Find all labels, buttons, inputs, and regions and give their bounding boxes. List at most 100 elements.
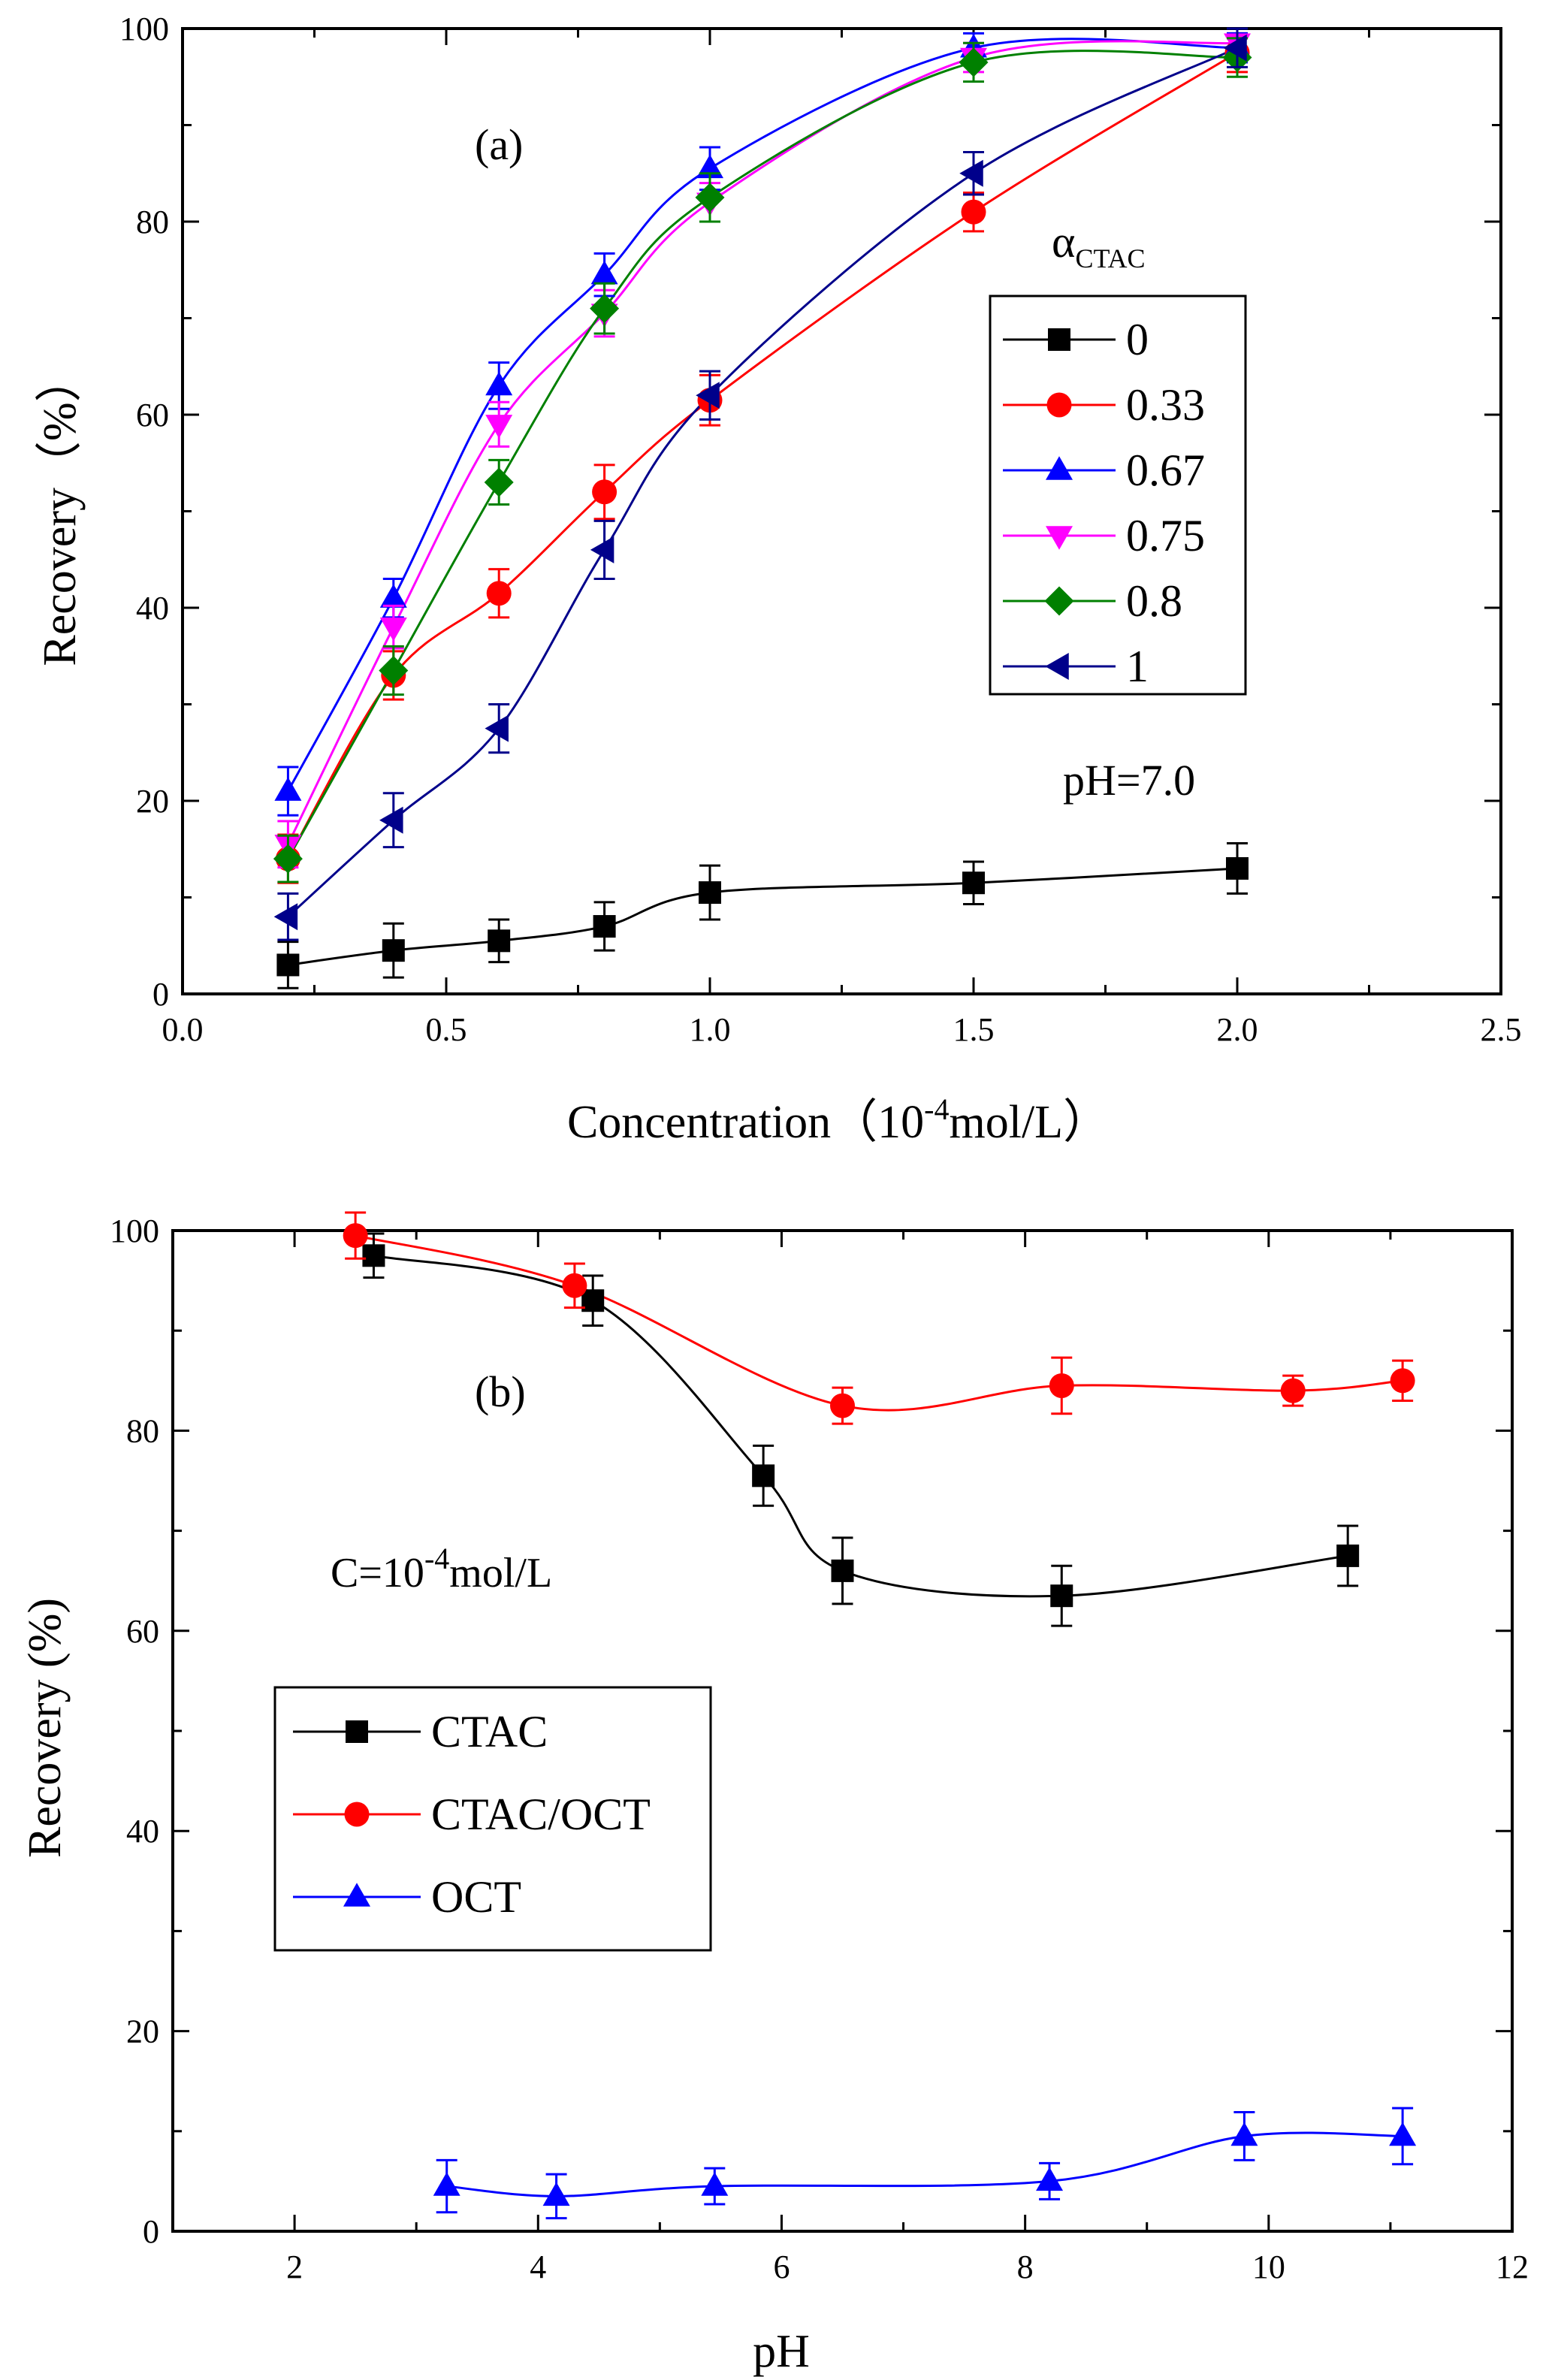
legend-label-CTAC/OCT: CTAC/OCT xyxy=(431,1790,651,1839)
legend-marker-CTAC xyxy=(346,1720,368,1743)
x-tick-label: 0.0 xyxy=(162,1011,204,1048)
data-point-0 xyxy=(962,871,985,895)
data-point-CTAC xyxy=(1336,1544,1360,1567)
panel-a-ticks: 0.0 0.5 1.0 1.5 2.0 2.5 0 20 40 60 80 100 xyxy=(119,11,1522,1048)
panel-a-ylabel: Recovery（%） xyxy=(35,355,86,666)
data-point-CTAC/OCT xyxy=(1280,1378,1306,1403)
x-tick-label: 12 xyxy=(1496,2249,1529,2285)
data-point-1 xyxy=(273,903,298,931)
x-tick-label: 1.0 xyxy=(690,1011,731,1048)
data-point-1 xyxy=(1223,34,1247,62)
data-point-CTAC/OCT xyxy=(562,1273,587,1298)
data-point-0.67 xyxy=(590,260,618,285)
data-point-CTAC xyxy=(362,1244,385,1267)
panel-b-legend: CTAC CTAC/OCT OCT xyxy=(273,1686,712,1952)
panel-b-legend-box xyxy=(273,1686,712,1952)
series-line-0.67 xyxy=(287,38,1238,792)
data-point-CTAC xyxy=(1050,1584,1073,1608)
x-tick-label: 2.0 xyxy=(1217,1011,1258,1048)
x-tick-label: 10 xyxy=(1252,2249,1285,2285)
data-point-0.67 xyxy=(379,584,407,608)
legend-label-0: 0 xyxy=(1126,315,1149,364)
legend-marker-0.67 xyxy=(1046,456,1073,480)
x-tick-label: 2.5 xyxy=(1481,1011,1522,1048)
panel-a-marks xyxy=(273,27,1252,989)
y-tick-label: 0 xyxy=(143,2213,159,2250)
data-point-0 xyxy=(699,881,721,905)
panel-a-annotation: pH=7.0 xyxy=(1063,756,1195,805)
series-line-0.33 xyxy=(287,51,1238,859)
data-point-CTAC xyxy=(752,1464,775,1488)
series-line-OCT xyxy=(446,2131,1403,2197)
legend-label-0.8: 0.8 xyxy=(1126,576,1182,626)
legend-marker-1 xyxy=(1045,653,1069,680)
panel-b-label: (b) xyxy=(475,1367,526,1416)
legend-marker-0.8 xyxy=(1044,586,1074,616)
data-point-0 xyxy=(276,953,300,977)
data-point-0.8 xyxy=(484,467,514,497)
y-tick-label: 40 xyxy=(126,1813,159,1850)
y-tick-label: 60 xyxy=(126,1613,159,1650)
y-tick-label: 40 xyxy=(136,590,169,627)
panel-b-ticks: 2 4 6 8 10 12 0 20 40 60 80 100 xyxy=(110,1213,1529,2285)
data-point-OCT xyxy=(542,2182,570,2206)
x-tick-label: 2 xyxy=(286,2249,303,2285)
legend-label-0.67: 0.67 xyxy=(1126,445,1205,495)
data-point-1 xyxy=(959,159,983,187)
legend-marker-OCT xyxy=(343,1883,370,1907)
y-tick-label: 80 xyxy=(126,1412,159,1449)
data-point-0.8 xyxy=(590,294,620,324)
legend-marker-CTAC/OCT xyxy=(344,1802,370,1827)
data-point-0.8 xyxy=(273,844,303,874)
y-tick-label: 20 xyxy=(126,2013,159,2050)
panel-a-legend-box xyxy=(989,294,1247,696)
data-point-CTAC/OCT xyxy=(830,1393,855,1418)
panel-a-legend-title: αCTAC xyxy=(1052,217,1146,273)
x-tick-label: 1.5 xyxy=(953,1011,995,1048)
data-point-1 xyxy=(485,714,509,742)
series-line-0 xyxy=(288,867,1238,966)
data-point-CTAC/OCT xyxy=(1049,1373,1074,1398)
x-tick-label: 4 xyxy=(530,2249,546,2285)
y-tick-label: 100 xyxy=(119,11,169,47)
data-point-OCT xyxy=(1389,2122,1417,2146)
x-tick-label: 0.5 xyxy=(426,1011,467,1048)
panel-a-chart: 0.0 0.5 1.0 1.5 2.0 2.5 0 20 40 60 80 100 (a) Recov… xyxy=(35,11,1522,1148)
data-point-CTAC xyxy=(581,1289,605,1312)
series-line-0.8 xyxy=(287,50,1238,859)
panel-a-xlabel: Concentration（10-4mol/L） xyxy=(567,1092,1110,1148)
panel-a-plot-frame xyxy=(181,27,1502,995)
data-point-0.67 xyxy=(274,777,302,801)
data-point-OCT xyxy=(1036,2167,1064,2191)
data-point-1 xyxy=(590,536,614,563)
legend-marker-0.75 xyxy=(1046,526,1073,550)
y-tick-label: 100 xyxy=(110,1213,159,1249)
data-point-0.67 xyxy=(485,371,513,396)
y-tick-label: 60 xyxy=(136,397,169,433)
legend-label-0.75: 0.75 xyxy=(1126,511,1205,560)
panel-b-annotation: C=10-4mol/L xyxy=(331,1542,552,1596)
data-point-0.33 xyxy=(592,479,617,505)
x-tick-label: 6 xyxy=(773,2249,790,2285)
data-point-0.75 xyxy=(379,617,407,642)
series-line-CTAC xyxy=(373,1254,1348,1598)
panel-a-label: (a) xyxy=(475,120,523,169)
panel-b-chart: 2 4 6 8 10 12 0 20 40 60 80 100 (b) C=10-4mol/L Rec… xyxy=(20,1211,1529,2377)
legend-label-0.33: 0.33 xyxy=(1126,380,1205,430)
panel-a-legend: 0 0.33 0.67 0.75 0.8 1 xyxy=(989,294,1247,696)
series-line-0.75 xyxy=(287,40,1238,845)
data-point-CTAC/OCT xyxy=(1390,1368,1415,1394)
data-point-0 xyxy=(1226,856,1249,880)
panel-a-curves xyxy=(287,38,1238,966)
series-line-1 xyxy=(287,47,1238,918)
data-point-0.33 xyxy=(961,199,986,225)
data-point-0 xyxy=(488,929,511,953)
panel-b-ylabel: Recovery (%) xyxy=(20,1598,71,1858)
y-tick-label: 80 xyxy=(136,204,169,240)
legend-marker-0 xyxy=(1048,328,1070,351)
data-point-0 xyxy=(382,939,405,962)
legend-label-OCT: OCT xyxy=(431,1872,521,1922)
data-point-0 xyxy=(593,915,616,938)
panel-b-marks xyxy=(343,1211,1417,2220)
